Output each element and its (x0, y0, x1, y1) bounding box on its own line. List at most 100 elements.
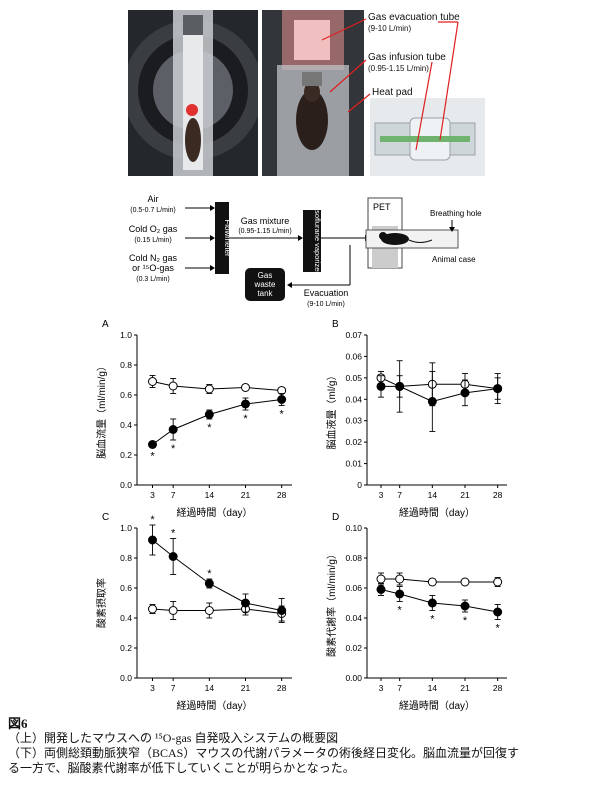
chart-a-x-tick-label: 28 (277, 490, 287, 500)
chart-a-point-open (168, 381, 178, 391)
figure-label: 図6 (8, 716, 28, 731)
chart-d-point-filled (493, 607, 503, 617)
label-n2: Cold N₂ gas (129, 253, 178, 263)
chart-a-point-filled (241, 399, 250, 409)
chart-a-point-open (148, 377, 157, 386)
chart-b-y-tick-label: 0 (357, 480, 362, 490)
chart-c-point-filled (148, 535, 157, 545)
chart-d-y-tick-label: 0.00 (345, 673, 362, 683)
chart-a-point-filled (204, 410, 214, 419)
chart-b-x-tick-label: 14 (428, 490, 438, 500)
label-o15: or ¹⁵O-gas (132, 263, 174, 273)
chart-a-significance-star: * (171, 443, 176, 455)
chart-d-x-tick-label: 28 (493, 683, 503, 693)
chart-c-y-tick-label: 0.2 (120, 643, 132, 653)
chart-d-y-tick-label: 0.02 (345, 643, 362, 653)
chart-a-y-tick-label: 0.8 (120, 360, 132, 370)
callout-infusion-tube-label: Gas infusion tube (368, 52, 446, 63)
chart-d-point-open (460, 577, 470, 587)
callout-infusion-tube-rate: (0.95-1.15 L/min) (368, 64, 429, 73)
caption-line-3: る一方で、脳酸素代謝率が低下していくことが明らかとなった。 (8, 761, 355, 775)
chart-a-significance-star: * (207, 422, 212, 434)
chart-b-point-filled (395, 381, 405, 391)
chart-b-panel-label: B (332, 319, 339, 330)
chart-d-point-open (376, 574, 386, 584)
chart-a-x-label: 経過時間（day） (176, 506, 252, 519)
chart-a-x-tick-label: 14 (205, 490, 215, 500)
chart-b-y-tick-label: 0.04 (345, 394, 362, 404)
chart-c-x-tick-label: 28 (277, 683, 287, 693)
callout-evac-tube-label: Gas evacuation tube (368, 12, 460, 23)
chart-c-series-filled-line (152, 539, 282, 611)
chart-c-significance-star: * (150, 514, 155, 526)
chart-c-x-tick-label: 21 (241, 683, 251, 693)
chart-b-x-label: 経過時間（day） (399, 506, 475, 519)
chart-c-y-tick-label: 0.6 (120, 583, 132, 593)
chart-c-point-open (168, 606, 178, 615)
callout-infusion-tube: Gas infusion tube (0.95-1.15 L/min) (368, 52, 446, 74)
label-animal-case: Animal case (432, 255, 476, 264)
chart-d-point-open (427, 577, 437, 587)
chart-c-y-tick-label: 0.8 (120, 553, 132, 563)
chart-a-y-label: 脳血流量（ml/min/g） (95, 361, 108, 459)
chart-d-x-tick-label: 3 (379, 683, 384, 693)
chart-a-point-filled (168, 425, 178, 434)
chart-a-point-open (241, 383, 250, 392)
chart-a-point-filled (277, 395, 287, 404)
chart-a-x-tick-label: 7 (171, 490, 176, 500)
chart-a-point-filled (148, 440, 157, 449)
chart-b-y-tick-label: 0.02 (345, 437, 362, 447)
chart-d-y-tick-label: 0.06 (345, 583, 362, 593)
chart-a-y-tick-label: 0.0 (120, 480, 132, 490)
chart-c-point-filled (204, 579, 214, 588)
chart-d-point-filled (395, 589, 405, 599)
chart-a-panel-label: A (102, 319, 109, 330)
label-flowmeter: Flowmeter (223, 219, 232, 257)
label-breathing-hole: Breathing hole (430, 209, 482, 218)
chart-a-y-tick-label: 0.4 (120, 420, 132, 430)
chart-c-x-label: 経過時間（day） (176, 699, 252, 712)
chart-d-point-filled (427, 598, 437, 608)
chart-b-y-tick-label: 0.07 (345, 330, 362, 340)
chart-a-y-tick-label: 1.0 (120, 330, 132, 340)
chart-d-x-label: 経過時間（day） (399, 699, 475, 712)
label-o2-rate: (0.15 L/min) (134, 237, 171, 244)
chart-a-y-tick-label: 0.2 (120, 450, 132, 460)
callout-evac-tube: Gas evacuation tube (9-10 L/min) (368, 12, 460, 34)
label-waste-3: tank (257, 289, 273, 298)
results-charts: A 0.0 0.2 0.4 0.6 0.8 1.0 3 7 14 21 28 経過時間（day） 脳血流量… (95, 319, 507, 712)
chart-c-x-tick-label: 14 (205, 683, 215, 693)
chart-d-significance-star: * (398, 605, 403, 617)
chart-d-panel-label: D (332, 512, 339, 523)
label-vaporizer: Isoflurane vaporizer (313, 208, 322, 274)
chart-c-significance-star: * (171, 528, 176, 540)
chart-a-point-open (204, 384, 214, 394)
chart-d-significance-star: * (430, 614, 435, 626)
chart-d-x-tick-label: 14 (428, 683, 438, 693)
flowmeter-box (215, 202, 229, 274)
label-waste-2: waste (254, 280, 276, 289)
label-gas-mixture: Gas mixture (241, 216, 290, 226)
chart-a-series-filled-line (152, 399, 282, 445)
chart-b-y-tick-label: 0.01 (345, 459, 362, 469)
chart-d-x-tick-label: 21 (460, 683, 470, 693)
chart-d-point-open (395, 574, 405, 584)
chart-c-y-tick-label: 0.4 (120, 613, 132, 623)
waste-tank-box (245, 268, 285, 301)
chart-c-point-filled (241, 598, 250, 608)
chart-d-y-label: 酸素代謝率（ml/min/g） (325, 549, 338, 657)
caption-line-1: （上）開発したマウスへの ¹⁵O-gas 自発吸入システムの概要図 (8, 731, 339, 745)
vaporizer-box (303, 210, 321, 272)
label-evacuation: Evacuation (304, 288, 349, 298)
schematic-diagram: Air (0.5-0.7 L/min) Cold O₂ gas (0.15 L/… (129, 194, 482, 308)
chart-d-y-tick-label: 0.08 (345, 553, 362, 563)
chart-a-y-tick-label: 0.6 (120, 390, 132, 400)
photo-imaging-system-left (128, 10, 258, 176)
label-air: Air (148, 194, 159, 204)
caption-line-2: （下）両側総頚動脈狭窄（BCAS）マウスの代謝パラメータの術後経日変化。脳血流量… (8, 746, 519, 760)
label-n2-rate: (0.3 L/min) (136, 276, 169, 283)
photo-animal-case (370, 98, 485, 176)
chart-a-significance-star: * (150, 451, 155, 463)
chart-d-point-open (493, 577, 503, 587)
chart-d-y-tick-label: 0.04 (345, 613, 362, 623)
